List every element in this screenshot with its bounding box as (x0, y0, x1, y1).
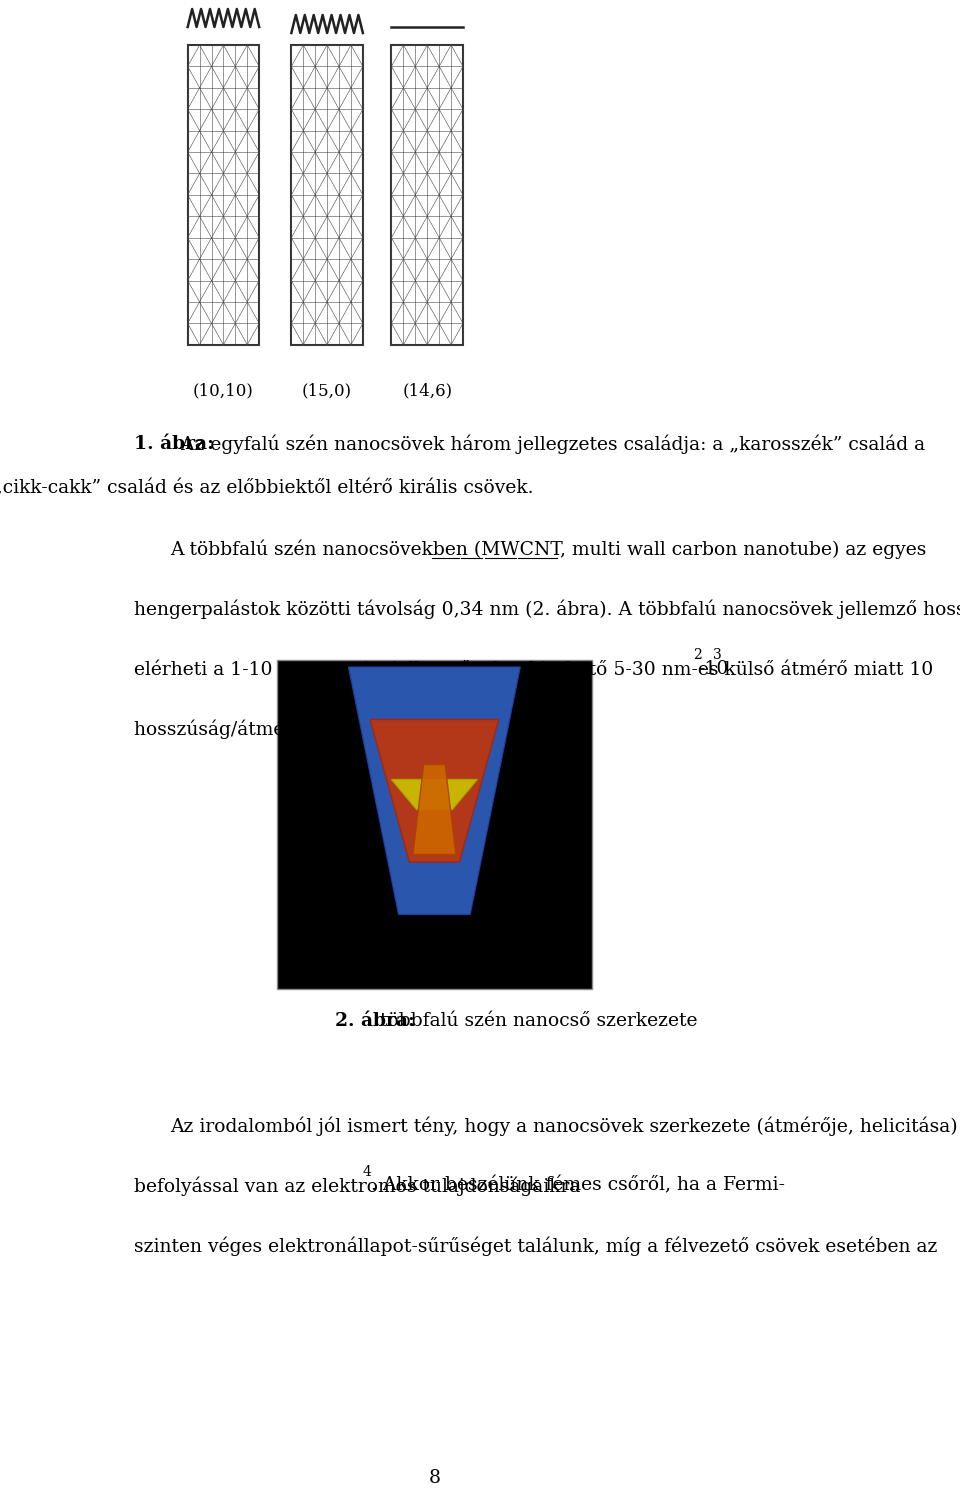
Text: elérheti a 1-10 μm-t, ami a jellemzőnek tekinthető 5-30 nm-es külső átmérő miatt: elérheti a 1-10 μm-t, ami a jellemzőnek … (134, 660, 933, 679)
Text: 8: 8 (428, 1469, 441, 1487)
Text: 1. ábra:: 1. ábra: (134, 435, 214, 453)
Bar (277, 660, 591, 989)
Text: (10,10): (10,10) (193, 382, 253, 399)
Text: 3: 3 (712, 648, 721, 661)
Text: szinten véges elektronállapot-sűrűséget találunk, míg a félvezető csövek esetébe: szinten véges elektronállapot-sűrűséget … (134, 1237, 937, 1256)
Text: Az egyfalú szén nanocsövek három jellegzetes családja: a „karosszék” család a: Az egyfalú szén nanocsövek három jellegz… (176, 435, 925, 454)
Text: 4: 4 (363, 1165, 372, 1178)
Text: 2. ábra:: 2. ábra: (335, 1012, 415, 1030)
Text: -10: -10 (698, 660, 729, 678)
Text: . Akkor beszélünk fémes csőről, ha a Fermi-: . Akkor beszélünk fémes csőről, ha a Fer… (372, 1177, 785, 1195)
Text: 2: 2 (693, 648, 702, 661)
Polygon shape (413, 764, 456, 854)
Text: (14,6): (14,6) (402, 382, 452, 399)
Bar (392, 45, 463, 345)
Text: Az irodalomból jól ismert tény, hogy a nanocsövek szerkezete (átmérője, helicitá: Az irodalomból jól ismert tény, hogy a n… (170, 1117, 957, 1136)
Text: A többfalú szén nanocsövekben (MWCNT, multi wall carbon nanotube) az egyes: A többfalú szén nanocsövekben (MWCNT, mu… (170, 540, 926, 559)
Text: hengerpalástok közötti távolság 0,34 nm (2. ábra). A többfalú nanocsövek jellemz: hengerpalástok közötti távolság 0,34 nm … (134, 600, 960, 619)
Text: hosszúság/átmérő arányt eredményez.: hosszúság/átmérő arányt eredményez. (134, 720, 498, 739)
Text: befolyással van az elektromos tulajdonságaikra: befolyással van az elektromos tulajdonsá… (134, 1177, 581, 1196)
Text: többfalú szén nanocső szerkezete: többfalú szén nanocső szerkezete (373, 1012, 697, 1030)
Polygon shape (370, 720, 499, 862)
Polygon shape (392, 779, 477, 809)
Text: (15,0): (15,0) (302, 382, 352, 399)
Text: „cikk-cakk” család és az előbbiektől eltérő királis csövek.: „cikk-cakk” család és az előbbiektől elt… (0, 480, 533, 498)
Bar (187, 45, 259, 345)
Polygon shape (348, 667, 520, 914)
Bar (292, 45, 363, 345)
